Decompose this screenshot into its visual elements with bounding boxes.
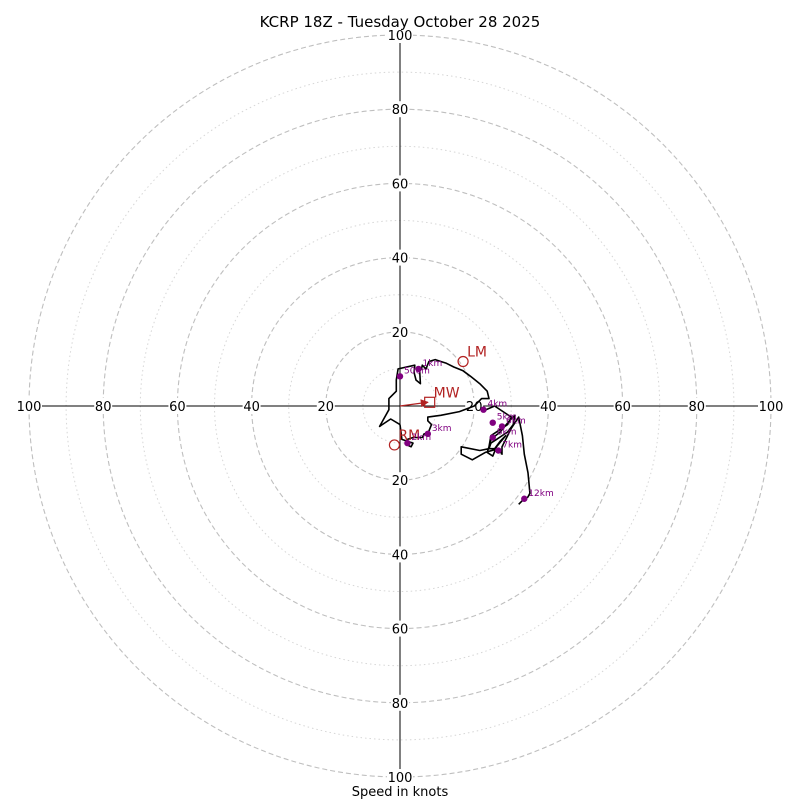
tick-label-bg xyxy=(316,398,335,414)
tick-label: 60 xyxy=(169,400,186,415)
km-marker-dot xyxy=(489,419,496,426)
tick-label-bg xyxy=(387,27,413,43)
km-marker-label: 1km xyxy=(423,359,443,369)
km-marker-dot xyxy=(415,365,422,373)
rm-label: RM xyxy=(398,428,420,444)
km-marker-label: 4km xyxy=(487,400,507,410)
tick-label-bg xyxy=(16,398,42,414)
tick-label-bg xyxy=(387,769,413,785)
km-marker-label: 3km xyxy=(432,424,452,434)
tick-label-bg xyxy=(391,101,409,118)
tick-label: 60 xyxy=(392,177,409,192)
lm-label: LM xyxy=(467,344,487,360)
km-marker-dot xyxy=(396,373,404,380)
tick-labels: 100 80 60 40 20 20 40 60 80 100 100 80 60 40 20 20 40 60 8… xyxy=(16,27,784,786)
tick-label: 60 xyxy=(614,400,631,415)
tick-label: 20 xyxy=(466,400,483,415)
tick-label: 20 xyxy=(318,400,335,415)
km-marker-label: 500m xyxy=(404,366,430,376)
km-marker-dot xyxy=(495,447,502,454)
tick-label: 40 xyxy=(392,548,409,563)
tick-label-bg xyxy=(391,546,409,563)
km-marker-label: 7km xyxy=(502,441,522,451)
km-marker-label: 2km xyxy=(411,433,431,443)
wind-profile xyxy=(378,358,531,505)
km-marker-dot xyxy=(521,495,528,502)
mean-wind-arrow xyxy=(399,399,429,408)
tick-label-bg xyxy=(391,620,409,637)
mw-label: MW xyxy=(434,385,460,401)
rm-marker xyxy=(388,439,401,451)
x-axis-label: Speed in knots xyxy=(352,785,449,800)
tick-label-bg xyxy=(391,472,409,489)
storm-motions: LM RM MW xyxy=(388,344,487,451)
tick-label: 20 xyxy=(392,326,409,341)
km-marker-label: 8km xyxy=(497,428,517,438)
km-marker-label: 12km xyxy=(528,489,553,499)
tick-label: 80 xyxy=(689,400,706,415)
tick-label-bg xyxy=(94,398,113,414)
tick-label-bg xyxy=(613,398,632,414)
tick-label: 40 xyxy=(540,400,557,415)
tick-label-bg xyxy=(391,323,409,340)
tick-label-bg xyxy=(242,398,261,414)
profile-line-low xyxy=(378,358,490,448)
tick-label: 80 xyxy=(392,103,409,118)
tick-label: 100 xyxy=(388,771,413,786)
tick-label: 100 xyxy=(17,400,42,415)
tick-label: 80 xyxy=(392,697,409,712)
tick-label-bg xyxy=(758,398,784,414)
tick-label: 80 xyxy=(95,400,112,415)
lm-marker xyxy=(457,355,469,368)
tick-label-bg xyxy=(391,694,409,711)
km-marker-label: 6km xyxy=(506,416,526,426)
tick-label: 100 xyxy=(759,400,784,415)
tick-label-bg xyxy=(687,398,706,414)
tick-label: 60 xyxy=(392,623,409,638)
tick-label-bg xyxy=(391,175,409,192)
mean-wind-marker xyxy=(424,396,436,408)
chart-title: KCRP 18Z - Tuesday October 28 2025 xyxy=(260,13,541,31)
tick-label: 40 xyxy=(392,252,409,267)
km-marker-dot xyxy=(498,423,506,430)
km-marker-dot xyxy=(424,430,432,438)
tick-label-bg xyxy=(539,398,558,414)
km-marker-dot xyxy=(404,439,411,447)
km-marker-label: 5km xyxy=(497,413,517,423)
km-marker-dot xyxy=(480,406,487,413)
tick-label: 40 xyxy=(243,400,260,415)
profile-line-upper xyxy=(460,405,531,505)
tick-label-bg xyxy=(391,249,409,266)
tick-label: 20 xyxy=(392,474,409,489)
km-marker-dot xyxy=(489,434,496,441)
tick-label: 100 xyxy=(388,29,413,44)
tick-label-bg xyxy=(168,398,187,414)
